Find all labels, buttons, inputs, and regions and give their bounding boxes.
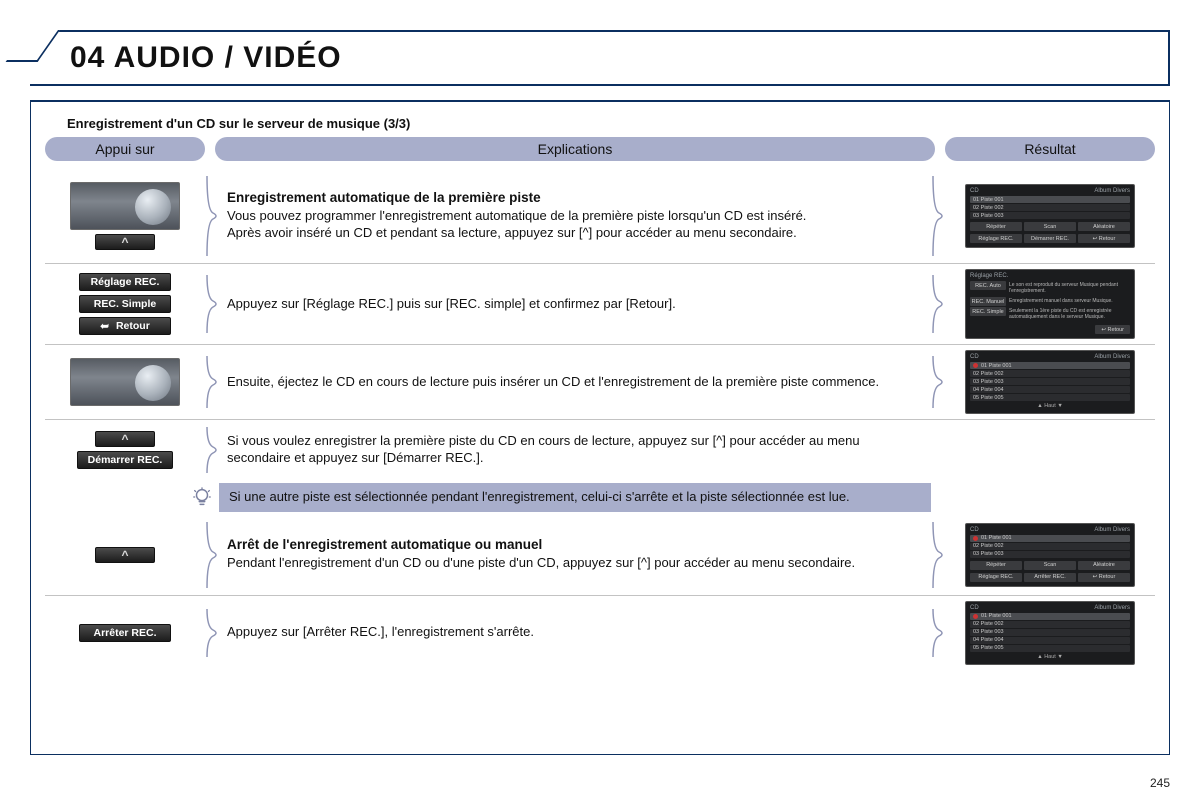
instruction-row: Arrêt de l'enregistrement automatique ou…	[45, 515, 1155, 595]
explanation-cell: Enregistrement automatique de la premièr…	[219, 174, 931, 258]
explanation-text: Si vous voulez enregistrer la première p…	[225, 433, 925, 466]
brace-right-icon	[931, 350, 945, 414]
explanation-heading: Enregistrement automatique de la premièr…	[225, 190, 925, 205]
instruction-row: Arrêter REC. Appuyez sur [Arrêter REC.],…	[45, 595, 1155, 670]
appui-cell: Réglage REC. REC. Simple ➦ Retour	[45, 269, 205, 339]
result-cell: CDAlbum Divers01 Piste 00102 Piste 00203…	[945, 174, 1155, 258]
header-appui: Appui sur	[45, 137, 205, 161]
result-cell: Réglage REC.REC. AutoLe son est reprodui…	[945, 269, 1155, 339]
caret-up-button[interactable]	[95, 234, 155, 250]
caret-up-button[interactable]	[95, 547, 155, 563]
rows-group-2: Arrêt de l'enregistrement automatique ou…	[45, 515, 1155, 670]
brace-right-icon	[931, 601, 945, 665]
appui-cell	[45, 350, 205, 414]
appui-cell: Démarrer REC.	[45, 425, 205, 475]
rows-group-1: Enregistrement automatique de la premièr…	[45, 169, 1155, 480]
device-illustration	[70, 358, 180, 406]
tip-row: Si une autre piste est sélectionnée pend…	[45, 480, 1155, 515]
explanation-text: Après avoir inséré un CD et pendant sa l…	[225, 225, 925, 242]
chapter-title: 04 AUDIO / VIDÉO	[70, 41, 342, 75]
result-screenshot: CDAlbum Divers01 Piste 00102 Piste 00203…	[965, 350, 1135, 414]
button-chip[interactable]: Réglage REC.	[79, 273, 171, 291]
result-cell	[945, 425, 1155, 475]
instruction-row: Ensuite, éjectez le CD en cours de lectu…	[45, 344, 1155, 419]
header-explications: Explications	[215, 137, 935, 161]
result-cell: CDAlbum Divers01 Piste 00102 Piste 00203…	[945, 520, 1155, 590]
page-number: 245	[1150, 776, 1170, 790]
page: 04 AUDIO / VIDÉO Enregistrement d'un CD …	[0, 0, 1200, 800]
device-illustration	[70, 182, 180, 230]
appui-cell: Arrêter REC.	[45, 601, 205, 665]
explanation-cell: Si vous voulez enregistrer la première p…	[219, 425, 931, 475]
result-cell: CDAlbum Divers01 Piste 00102 Piste 00203…	[945, 601, 1155, 665]
result-screenshot: CDAlbum Divers01 Piste 00102 Piste 00203…	[965, 523, 1135, 587]
explanation-text: Appuyez sur [Arrêter REC.], l'enregistre…	[225, 624, 925, 641]
explanation-cell: Ensuite, éjectez le CD en cours de lectu…	[219, 350, 931, 414]
brace-right-icon	[931, 425, 945, 475]
column-headers: Appui sur Explications Résultat	[45, 137, 1155, 161]
instruction-row: Démarrer REC. Si vous voulez enregistrer…	[45, 419, 1155, 480]
button-chip[interactable]: ➦ Retour	[79, 317, 171, 335]
header-resultat: Résultat	[945, 137, 1155, 161]
brace-left-icon	[205, 174, 219, 258]
brace-left-icon	[205, 269, 219, 339]
section-subtitle: Enregistrement d'un CD sur le serveur de…	[67, 116, 1155, 131]
tip-text: Si une autre piste est sélectionnée pend…	[219, 483, 931, 512]
content-frame: Enregistrement d'un CD sur le serveur de…	[30, 100, 1170, 755]
explanation-heading: Arrêt de l'enregistrement automatique ou…	[225, 537, 925, 552]
appui-cell	[45, 520, 205, 590]
brace-left-icon	[205, 601, 219, 665]
button-chip[interactable]: Démarrer REC.	[77, 451, 174, 469]
explanation-text: Ensuite, éjectez le CD en cours de lectu…	[225, 374, 925, 391]
explanation-cell: Arrêt de l'enregistrement automatique ou…	[219, 520, 931, 590]
button-chip[interactable]: Arrêter REC.	[79, 624, 171, 642]
explanation-text: Pendant l'enregistrement d'un CD ou d'un…	[225, 555, 925, 572]
result-screenshot: CDAlbum Divers01 Piste 00102 Piste 00203…	[965, 601, 1135, 665]
caret-up-button[interactable]	[95, 431, 155, 447]
result-screenshot: Réglage REC.REC. AutoLe son est reprodui…	[965, 269, 1135, 339]
explanation-cell: Appuyez sur [Arrêter REC.], l'enregistre…	[219, 601, 931, 665]
button-chip[interactable]: REC. Simple	[79, 295, 171, 313]
tip-icon-slot	[45, 483, 219, 512]
brace-left-icon	[205, 520, 219, 590]
brace-left-icon	[205, 350, 219, 414]
explanation-text: Vous pouvez programmer l'enregistrement …	[225, 208, 925, 225]
result-cell: CDAlbum Divers01 Piste 00102 Piste 00203…	[945, 350, 1155, 414]
appui-cell	[45, 174, 205, 258]
explanation-cell: Appuyez sur [Réglage REC.] puis sur [REC…	[219, 269, 931, 339]
brace-left-icon	[205, 425, 219, 475]
instruction-row: Réglage REC. REC. Simple ➦ Retour Appuyez …	[45, 263, 1155, 344]
instruction-row: Enregistrement automatique de la premièr…	[45, 169, 1155, 263]
brace-right-icon	[931, 520, 945, 590]
explanation-text: Appuyez sur [Réglage REC.] puis sur [REC…	[225, 296, 925, 313]
result-screenshot: CDAlbum Divers01 Piste 00102 Piste 00203…	[965, 184, 1135, 248]
brace-right-icon	[931, 269, 945, 339]
brace-right-icon	[931, 174, 945, 258]
lightbulb-icon	[191, 486, 213, 508]
chapter-title-bar: 04 AUDIO / VIDÉO	[30, 30, 1170, 86]
